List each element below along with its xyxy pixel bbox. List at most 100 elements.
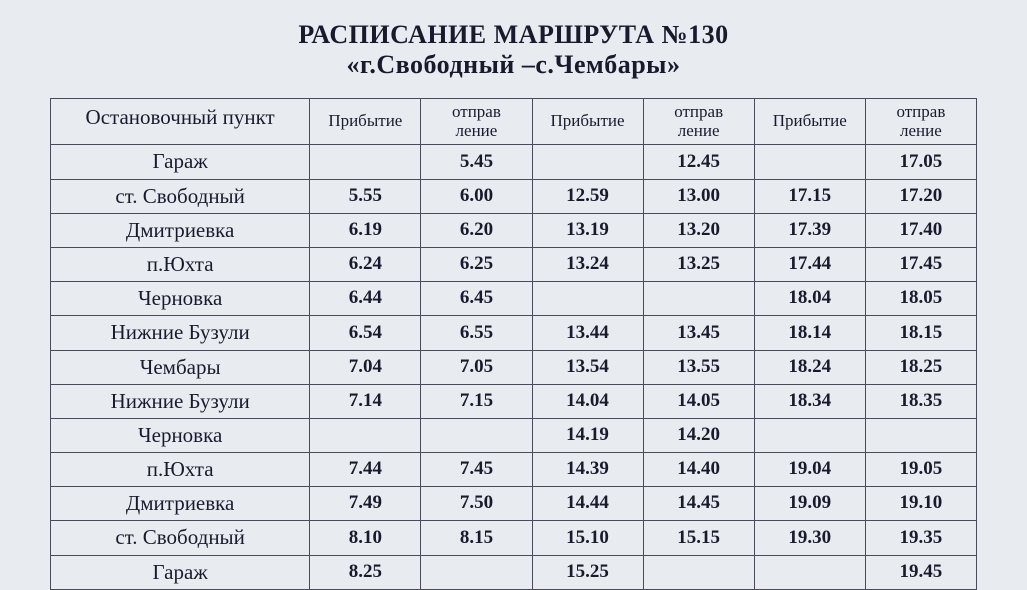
stop-name-cell: п.Юхта xyxy=(51,247,310,281)
time-cell: 6.19 xyxy=(310,213,421,247)
time-cell xyxy=(754,418,865,452)
time-cell: 7.05 xyxy=(421,350,532,384)
header-row: Остановочный пункт Прибытие отправление … xyxy=(51,99,977,145)
table-row: Дмитриевка7.497.5014.4414.4519.0919.10 xyxy=(51,487,977,521)
time-cell: 5.45 xyxy=(421,145,532,179)
time-cell: 18.24 xyxy=(754,350,865,384)
time-cell: 18.34 xyxy=(754,384,865,418)
stop-name-cell: Гараж xyxy=(51,555,310,589)
time-cell xyxy=(421,418,532,452)
stop-name-cell: Дмитриевка xyxy=(51,213,310,247)
stop-name-cell: Черновка xyxy=(51,282,310,316)
time-cell: 12.59 xyxy=(532,179,643,213)
col-header-departure-3: отправление xyxy=(865,99,976,145)
time-cell: 13.25 xyxy=(643,247,754,281)
time-cell: 7.50 xyxy=(421,487,532,521)
table-row: ст. Свободный8.108.1515.1015.1519.3019.3… xyxy=(51,521,977,555)
stop-name-cell: Чембары xyxy=(51,350,310,384)
time-cell xyxy=(532,145,643,179)
time-cell: 13.00 xyxy=(643,179,754,213)
stop-name-cell: Гараж xyxy=(51,145,310,179)
time-cell: 7.14 xyxy=(310,384,421,418)
stop-name-cell: п.Юхта xyxy=(51,453,310,487)
title-line-2: «г.Свободный –с.Чембары» xyxy=(50,50,977,80)
time-cell: 6.54 xyxy=(310,316,421,350)
time-cell: 13.20 xyxy=(643,213,754,247)
title-line-1: РАСПИСАНИЕ МАРШРУТА №130 xyxy=(50,20,977,50)
table-head: Остановочный пункт Прибытие отправление … xyxy=(51,99,977,145)
stop-name-cell: Нижние Бузули xyxy=(51,384,310,418)
col-header-stop: Остановочный пункт xyxy=(51,99,310,145)
time-cell: 17.40 xyxy=(865,213,976,247)
schedule-table: Остановочный пункт Прибытие отправление … xyxy=(50,98,977,590)
col-header-arrival-1: Прибытие xyxy=(310,99,421,145)
table-body: Гараж5.4512.4517.05ст. Свободный5.556.00… xyxy=(51,145,977,589)
time-cell: 14.44 xyxy=(532,487,643,521)
stop-name-cell: Черновка xyxy=(51,418,310,452)
time-cell: 14.04 xyxy=(532,384,643,418)
time-cell: 14.05 xyxy=(643,384,754,418)
time-cell: 17.20 xyxy=(865,179,976,213)
time-cell: 8.10 xyxy=(310,521,421,555)
time-cell: 17.39 xyxy=(754,213,865,247)
time-cell: 13.44 xyxy=(532,316,643,350)
time-cell: 19.45 xyxy=(865,555,976,589)
time-cell: 14.39 xyxy=(532,453,643,487)
time-cell: 6.55 xyxy=(421,316,532,350)
time-cell: 13.19 xyxy=(532,213,643,247)
time-cell: 15.10 xyxy=(532,521,643,555)
time-cell: 6.25 xyxy=(421,247,532,281)
time-cell: 19.05 xyxy=(865,453,976,487)
stop-name-cell: ст. Свободный xyxy=(51,521,310,555)
time-cell: 12.45 xyxy=(643,145,754,179)
stop-name-cell: ст. Свободный xyxy=(51,179,310,213)
time-cell: 15.15 xyxy=(643,521,754,555)
time-cell: 7.44 xyxy=(310,453,421,487)
table-row: Дмитриевка6.196.2013.1913.2017.3917.40 xyxy=(51,213,977,247)
time-cell xyxy=(754,555,865,589)
col-header-arrival-3: Прибытие xyxy=(754,99,865,145)
time-cell: 13.54 xyxy=(532,350,643,384)
time-cell: 7.49 xyxy=(310,487,421,521)
time-cell: 6.00 xyxy=(421,179,532,213)
stop-name-cell: Нижние Бузули xyxy=(51,316,310,350)
table-row: Черновка14.1914.20 xyxy=(51,418,977,452)
stop-name-cell: Дмитриевка xyxy=(51,487,310,521)
time-cell: 8.25 xyxy=(310,555,421,589)
time-cell: 18.15 xyxy=(865,316,976,350)
time-cell: 13.45 xyxy=(643,316,754,350)
time-cell xyxy=(310,145,421,179)
time-cell: 6.20 xyxy=(421,213,532,247)
schedule-title: РАСПИСАНИЕ МАРШРУТА №130 «г.Свободный –с… xyxy=(50,20,977,80)
time-cell: 7.15 xyxy=(421,384,532,418)
time-cell: 18.04 xyxy=(754,282,865,316)
time-cell: 19.35 xyxy=(865,521,976,555)
time-cell: 5.55 xyxy=(310,179,421,213)
table-row: Чембары7.047.0513.5413.5518.2418.25 xyxy=(51,350,977,384)
time-cell: 13.55 xyxy=(643,350,754,384)
table-row: Гараж5.4512.4517.05 xyxy=(51,145,977,179)
time-cell: 13.24 xyxy=(532,247,643,281)
table-row: п.Юхта7.447.4514.3914.4019.0419.05 xyxy=(51,453,977,487)
time-cell: 14.45 xyxy=(643,487,754,521)
time-cell: 18.35 xyxy=(865,384,976,418)
time-cell: 6.44 xyxy=(310,282,421,316)
time-cell: 17.45 xyxy=(865,247,976,281)
time-cell xyxy=(865,418,976,452)
time-cell xyxy=(310,418,421,452)
time-cell: 17.15 xyxy=(754,179,865,213)
table-row: ст. Свободный5.556.0012.5913.0017.1517.2… xyxy=(51,179,977,213)
time-cell xyxy=(532,282,643,316)
table-row: Нижние Бузули6.546.5513.4413.4518.1418.1… xyxy=(51,316,977,350)
table-row: Нижние Бузули7.147.1514.0414.0518.3418.3… xyxy=(51,384,977,418)
time-cell: 14.19 xyxy=(532,418,643,452)
time-cell xyxy=(754,145,865,179)
time-cell: 18.14 xyxy=(754,316,865,350)
col-header-arrival-2: Прибытие xyxy=(532,99,643,145)
col-header-departure-1: отправление xyxy=(421,99,532,145)
time-cell: 14.40 xyxy=(643,453,754,487)
time-cell: 19.04 xyxy=(754,453,865,487)
time-cell: 19.30 xyxy=(754,521,865,555)
table-row: п.Юхта6.246.2513.2413.2517.4417.45 xyxy=(51,247,977,281)
table-row: Черновка6.446.4518.0418.05 xyxy=(51,282,977,316)
